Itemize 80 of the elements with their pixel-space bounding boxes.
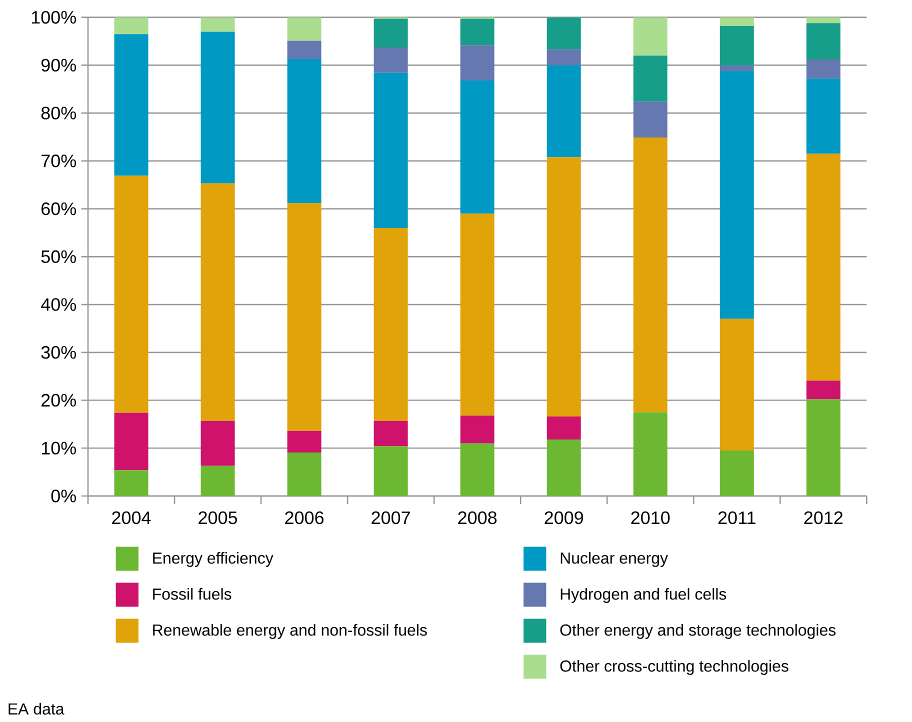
bar	[114, 34, 148, 176]
bar	[374, 47, 408, 73]
bar	[546, 157, 581, 417]
bar	[114, 17, 148, 34]
x-tick-label: 2011	[718, 511, 756, 524]
bar	[546, 65, 581, 158]
bar	[806, 154, 840, 381]
bar	[287, 40, 322, 59]
bar	[460, 214, 494, 416]
bar	[806, 59, 840, 79]
bar	[114, 176, 148, 413]
x-tick-label: 2006	[285, 511, 324, 524]
bar	[720, 66, 754, 71]
bar	[460, 45, 494, 81]
legend-label: Nuclear energy	[560, 552, 668, 567]
bar	[114, 412, 148, 470]
bar	[374, 72, 408, 228]
bar	[460, 80, 494, 214]
y-tick-label: 0%	[51, 490, 76, 502]
bar	[633, 17, 668, 56]
bar	[546, 17, 581, 50]
bar	[287, 58, 322, 204]
bar	[806, 78, 840, 154]
y-tick-label: 60%	[42, 202, 76, 216]
bar	[374, 446, 408, 496]
bar	[374, 18, 408, 48]
bar	[287, 452, 322, 496]
bar	[633, 56, 668, 102]
bar	[374, 420, 408, 446]
bar	[460, 18, 494, 46]
bar	[287, 430, 322, 452]
bar	[287, 203, 322, 431]
bar	[806, 380, 840, 400]
x-tick-label: 2004	[112, 511, 151, 524]
bar	[720, 450, 754, 496]
bar	[114, 470, 148, 496]
y-tick-label: 40%	[41, 298, 76, 311]
bar	[720, 70, 754, 319]
bar	[546, 416, 581, 440]
bar	[633, 412, 668, 496]
bar	[200, 17, 235, 32]
x-tick-label: 2009	[544, 511, 584, 524]
bar	[806, 23, 840, 60]
legend-label: Other energy and storage technologies	[560, 624, 836, 639]
y-tick-label: 30%	[41, 346, 76, 359]
bar	[720, 26, 754, 66]
y-tick-label: 100%	[32, 10, 76, 24]
bar	[200, 183, 235, 421]
bar	[720, 318, 754, 451]
y-tick-label: 20%	[42, 394, 76, 407]
x-tick-label: 2010	[631, 511, 670, 524]
legend-label: Fossil fuels	[153, 588, 232, 600]
legend-label: Renewable energy and non-fossil fuels	[153, 624, 427, 639]
bar	[806, 17, 840, 24]
bar	[374, 228, 408, 421]
bar	[633, 102, 668, 138]
bar	[546, 440, 581, 496]
legend-label: Energy efficiency	[153, 552, 274, 567]
y-tick-label: 50%	[41, 250, 76, 264]
bar	[200, 420, 235, 466]
bar	[633, 137, 668, 412]
x-tick-label: 2005	[198, 511, 238, 524]
text: EA data	[8, 702, 64, 715]
bar	[460, 443, 494, 496]
y-tick-label: 80%	[41, 106, 76, 120]
bar	[806, 399, 840, 496]
x-tick-label: 2012	[804, 511, 843, 524]
bar	[200, 466, 235, 496]
legend-label: Hydrogen and fuel cells	[560, 588, 726, 603]
bar	[460, 416, 494, 444]
bar	[720, 17, 754, 26]
bar	[546, 49, 581, 66]
bar	[200, 32, 235, 184]
y-tick-label: 10%	[42, 442, 76, 454]
legend-label: Other cross-cutting technologies	[560, 660, 788, 675]
bar	[287, 17, 322, 41]
x-tick-label: 2008	[458, 511, 497, 524]
x-tick-label: 2007	[372, 511, 410, 524]
y-tick-label: 90%	[41, 58, 76, 72]
y-tick-label: 70%	[42, 154, 76, 168]
